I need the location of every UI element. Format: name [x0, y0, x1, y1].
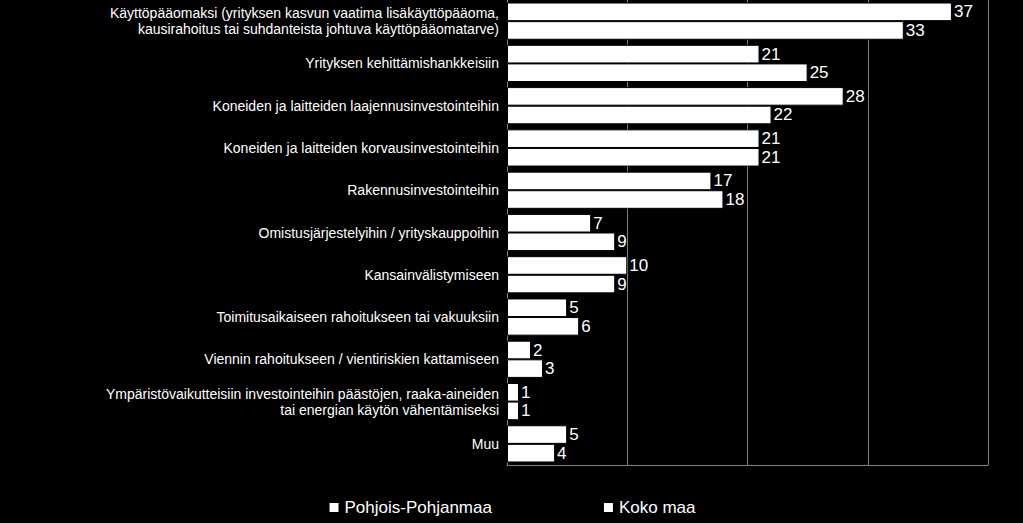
svg-text:kausirahoitus tai suhdanteista: kausirahoitus tai suhdanteista johtuva k… — [138, 21, 499, 37]
svg-text:5: 5 — [569, 298, 578, 317]
svg-text:3: 3 — [545, 359, 554, 378]
svg-text:2: 2 — [533, 341, 542, 360]
svg-text:28: 28 — [846, 87, 865, 106]
svg-text:Käyttöpääomaksi (yrityksen kas: Käyttöpääomaksi (yrityksen kasvun vaatim… — [110, 5, 499, 21]
svg-text:Kansainvälistymiseen: Kansainvälistymiseen — [364, 267, 499, 283]
svg-text:tai energian käytön vähentämis: tai energian käytön vähentämiseksi — [280, 402, 499, 418]
svg-text:25: 25 — [810, 63, 829, 82]
svg-text:21: 21 — [762, 45, 781, 64]
svg-text:4: 4 — [557, 444, 566, 463]
svg-text:Pohjois-Pohjanmaa: Pohjois-Pohjanmaa — [345, 498, 493, 517]
svg-text:37: 37 — [954, 2, 973, 21]
svg-text:Koko maa: Koko maa — [619, 498, 696, 517]
svg-text:1: 1 — [521, 401, 530, 420]
svg-text:33: 33 — [906, 21, 925, 40]
svg-text:18: 18 — [725, 190, 744, 209]
svg-text:9: 9 — [617, 232, 626, 251]
svg-text:10: 10 — [629, 256, 648, 275]
svg-text:17: 17 — [713, 171, 732, 190]
svg-text:Yrityksen kehittämishankkeisii: Yrityksen kehittämishankkeisiin — [305, 55, 499, 71]
svg-text:Toimitusaikaiseen rahoitukseen: Toimitusaikaiseen rahoitukseen tai vakuu… — [217, 309, 499, 325]
svg-text:Ympäristövaikutteisiin investo: Ympäristövaikutteisiin investointeihin p… — [106, 386, 499, 402]
svg-text:9: 9 — [617, 275, 626, 294]
svg-text:7: 7 — [593, 214, 602, 233]
svg-text:Koneiden ja laitteiden korvaus: Koneiden ja laitteiden korvausinvestoint… — [223, 140, 499, 156]
svg-text:21: 21 — [762, 148, 781, 167]
svg-text:5: 5 — [569, 425, 578, 444]
svg-text:6: 6 — [581, 317, 590, 336]
svg-text:Omistusjärjestelyihin / yritys: Omistusjärjestelyihin / yrityskauppoihin — [259, 225, 499, 241]
svg-text:Viennin rahoitukseen / vientir: Viennin rahoitukseen / vientiriskien kat… — [204, 351, 499, 367]
svg-text:Muu: Muu — [472, 436, 499, 452]
svg-text:Koneiden ja laitteiden laajenn: Koneiden ja laitteiden laajennusinvestoi… — [213, 98, 499, 114]
svg-text:Rakennusinvestointeihin: Rakennusinvestointeihin — [347, 182, 499, 198]
svg-text:21: 21 — [762, 129, 781, 148]
svg-text:22: 22 — [774, 105, 793, 124]
svg-text:1: 1 — [521, 383, 530, 402]
